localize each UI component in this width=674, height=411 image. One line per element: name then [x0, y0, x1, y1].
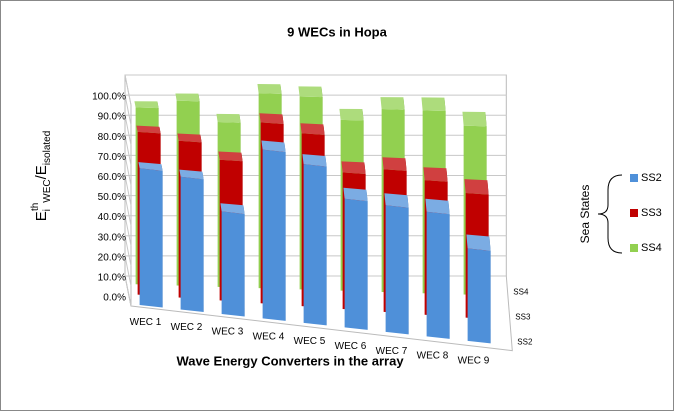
y-label-part: E [33, 211, 50, 221]
grid-line [124, 255, 507, 286]
y-axis-title: EithWEC/Eisolated [30, 131, 53, 222]
grid-line [124, 275, 507, 307]
legend-swatch [630, 209, 638, 217]
grid-line [124, 94, 507, 126]
depth-tick-label: SS3 [515, 312, 531, 321]
y-tick-label: 100.0% [92, 92, 126, 103]
bar-top [302, 154, 327, 167]
bar-top [339, 108, 364, 121]
legend-swatch [630, 244, 638, 252]
bar-top [382, 157, 407, 171]
x-tick-label: WEC 6 [335, 341, 367, 352]
y-label-part: th [30, 203, 41, 211]
depth-tick-label: SS4 [513, 288, 529, 297]
grid-line [124, 74, 507, 106]
y-tick-label: 0.0% [103, 293, 126, 304]
y-tick-label: 70.0% [98, 152, 126, 163]
bar-top [341, 161, 366, 174]
bar-top [462, 111, 487, 127]
x-axis-title: Wave Energy Converters in the array [176, 353, 404, 368]
bar-front [180, 176, 204, 312]
y-tick-label: 80.0% [98, 132, 126, 143]
grid-line [124, 134, 507, 166]
y-label-part: /E [33, 165, 50, 179]
bar-front [467, 248, 491, 344]
bar-top [220, 203, 245, 214]
x-tick-label: WEC 3 [212, 327, 244, 338]
y-tick-label: 60.0% [98, 172, 126, 183]
legend-label: SS4 [641, 242, 662, 254]
legend-swatch [630, 174, 638, 182]
bar-top [466, 234, 491, 251]
bar-front [385, 205, 409, 335]
bar-top [179, 169, 204, 180]
grid-line [124, 195, 507, 226]
bar-top [138, 162, 163, 171]
y-tick-label: 20.0% [98, 252, 126, 263]
y-tick-label: 10.0% [98, 273, 126, 284]
bar-top [261, 140, 286, 153]
y-label-part: isolated [42, 131, 53, 165]
bar-top [464, 179, 489, 195]
x-tick-label: WEC 8 [417, 351, 449, 362]
chart-title: 9 WECs in Hopa [287, 24, 387, 39]
legend-label: SS2 [641, 172, 662, 184]
bar-front [262, 149, 286, 321]
y-label-part: i [42, 209, 53, 211]
bar-top [380, 97, 405, 110]
bar-top [177, 133, 202, 143]
grid-line [124, 215, 507, 246]
bar-front [303, 164, 327, 326]
depth-tick-label: SS2 [517, 337, 533, 346]
bar-front [344, 198, 368, 330]
legend-label: SS3 [641, 207, 662, 219]
bar-top [257, 84, 282, 94]
bar-top [298, 86, 323, 98]
bar-front [221, 211, 245, 317]
y-tick-label: 50.0% [98, 192, 126, 203]
bar-top [218, 151, 243, 162]
bar-top [259, 113, 284, 124]
x-tick-label: WEC 4 [253, 331, 285, 342]
bar-top [175, 93, 200, 102]
bar-top [423, 167, 448, 182]
x-tick-label: WEC 5 [294, 336, 326, 347]
bar-top [134, 101, 159, 109]
y-tick-label: 30.0% [98, 232, 126, 243]
legend-title: Sea States [578, 185, 592, 244]
grid-line [124, 175, 507, 206]
bar-top [136, 125, 161, 134]
bar-front [426, 211, 450, 339]
x-tick-label: WEC 2 [171, 322, 203, 333]
bar-top [421, 97, 446, 112]
y-tick-label: 40.0% [98, 212, 126, 223]
bar-front [139, 168, 163, 308]
bar-top [425, 198, 450, 215]
y-label-part: WEC [42, 179, 53, 202]
grid-line [124, 235, 507, 266]
bar-top [384, 193, 409, 208]
x-tick-label: WEC 7 [376, 346, 408, 357]
grid-line [124, 114, 507, 146]
y-tick-label: 90.0% [98, 112, 126, 123]
x-tick-label: WEC 9 [458, 355, 490, 366]
x-tick-label: WEC 1 [130, 317, 162, 328]
bar-top [343, 187, 368, 202]
bar-top [300, 123, 325, 135]
bar-top [216, 113, 241, 123]
grid-line [124, 154, 507, 186]
legend-brace [597, 174, 623, 254]
